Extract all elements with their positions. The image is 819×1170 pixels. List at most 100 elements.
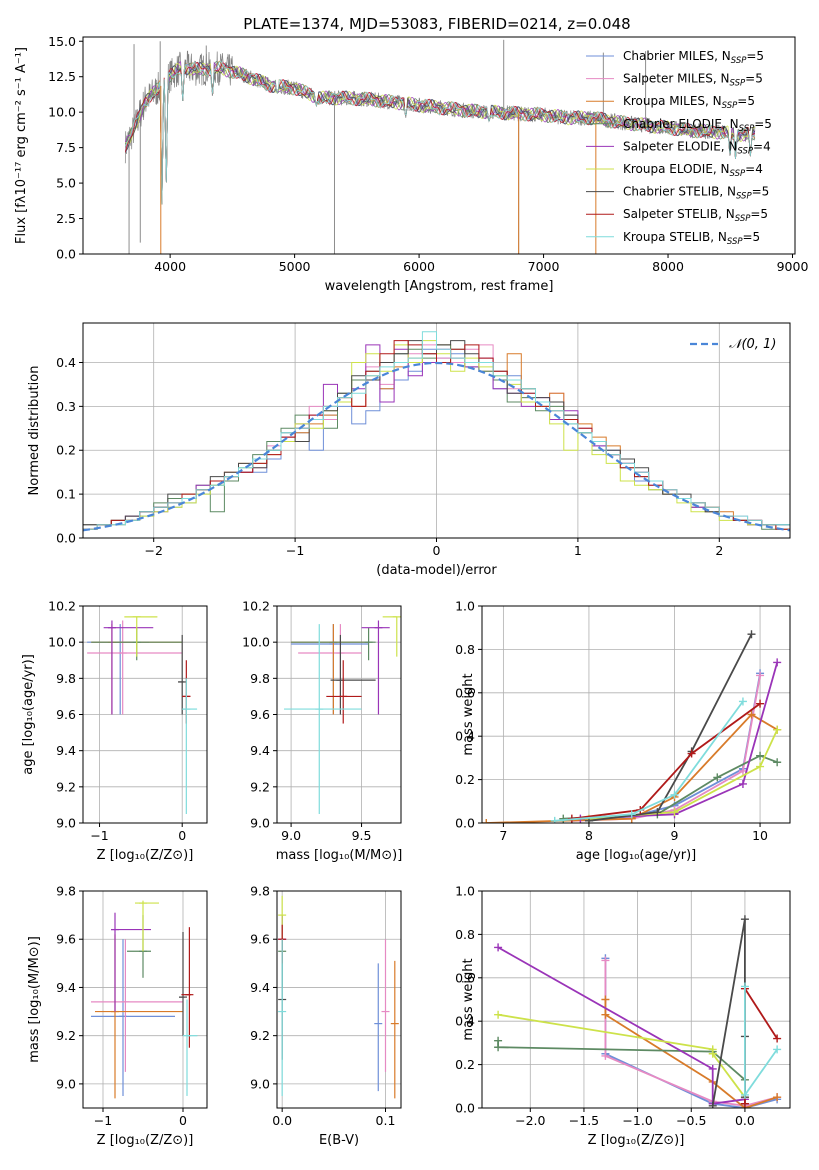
- legend-label-count: =5: [750, 207, 768, 221]
- model-spectrum-kroupa-miles: [124, 60, 756, 205]
- y-tick-label: 9.4: [56, 743, 76, 758]
- x-axis-label: Z [log₁₀(Z/Z⊙)]: [97, 848, 194, 863]
- y-tick-label: 0.2: [56, 443, 76, 458]
- legend-label-subscript: SSP: [736, 192, 752, 202]
- x-tick-label: −0.5: [676, 1113, 706, 1128]
- y-tick-label: 9.6: [56, 932, 76, 947]
- y-tick-label: 9.2: [56, 779, 76, 794]
- axes-frame: [481, 605, 791, 824]
- x-tick-label: 0.0: [735, 1113, 755, 1128]
- plot-area: [278, 895, 399, 1099]
- legend-label: Kroupa MILES, NSSP=5: [623, 94, 755, 111]
- y-tick-label: 9.8: [250, 884, 270, 899]
- mass-weight-marker: [773, 658, 782, 667]
- y-tick-label: 0.3: [56, 399, 76, 414]
- mass-weight-marker: [773, 1093, 782, 1102]
- legend-label-text: Salpeter MILES, N: [623, 72, 730, 86]
- model-spectrum-salpeter-stelib: [124, 61, 756, 205]
- mass-weight-marker: [601, 995, 610, 1004]
- gaussian-curve: [83, 361, 790, 532]
- y-axis-label: mass weight: [461, 673, 476, 755]
- legend-label-subscript: SSP: [737, 146, 753, 156]
- y-tick-label: 10.2: [48, 599, 76, 614]
- legend-label-count: =5: [752, 185, 770, 199]
- y-tick-label: 0.4: [455, 729, 475, 744]
- x-axis-label: (data-model)/error: [376, 563, 497, 578]
- legend-label-text: Salpeter ELODIE, N: [623, 139, 737, 153]
- legend-label: 𝒩(0, 1): [729, 337, 776, 352]
- y-tick-label: 2.5: [56, 211, 76, 226]
- x-tick-label: −2.0: [515, 1113, 545, 1128]
- x-tick-label: −1: [286, 543, 304, 558]
- mass-weight-marker: [756, 762, 765, 771]
- legend-label-count: =5: [754, 117, 772, 131]
- residual_hist-panel: −2 −1 0 1 2 0.0 0.1 0.2 0.3 0.4 (data-model)/error…: [27, 322, 791, 578]
- mass-weight-marker: [670, 790, 679, 799]
- mass-weight-marker: [740, 915, 749, 924]
- legend-label: Salpeter MILES, NSSP=5: [623, 72, 763, 89]
- mass-weight-marker: [747, 710, 756, 719]
- x-tick-label: 0: [178, 828, 186, 843]
- y-axis-label: mass weight: [461, 958, 476, 1040]
- y-tick-label: 9.2: [250, 779, 270, 794]
- legend-label-text: Salpeter STELIB, N: [623, 207, 735, 221]
- legend-label-subscript: SSP: [722, 101, 738, 111]
- mass-weight-marker: [708, 1064, 717, 1073]
- x-axis-label: age [log₁₀(age/yr)]: [576, 848, 697, 863]
- age_vs_Z-panel: −1 0 9.0 9.2 9.4 9.6 9.8 10.0 10.2 Z [log₁₀(Z/Z⊙)…: [21, 599, 208, 863]
- mass-weight-marker: [494, 1010, 503, 1019]
- model-spectrum-chabrier-stelib: [125, 62, 756, 205]
- y-tick-label: 9.4: [250, 980, 270, 995]
- x-tick-label: 10: [752, 828, 768, 843]
- mass-weight-line-kroupa-stelib: [554, 700, 744, 822]
- x-tick-label: 0.0: [272, 1113, 292, 1128]
- y-axis-label: age [log₁₀(age/yr)]: [21, 654, 36, 775]
- plot-area: [91, 900, 198, 1099]
- mass-weight-marker: [773, 758, 782, 767]
- x-tick-label: 7: [499, 828, 507, 843]
- y-tick-label: 0.0: [56, 247, 76, 262]
- mass-weight-marker: [653, 808, 662, 817]
- y-tick-label: 1.0: [455, 884, 475, 899]
- mass-weight-marker: [756, 751, 765, 760]
- y-tick-label: 1.0: [455, 599, 475, 614]
- axes: 0.0 0.1 9.0 9.2 9.4 9.6 9.8 E(B-V): [250, 884, 402, 1148]
- legend-label-count: =5: [745, 72, 763, 86]
- axes-frame: [82, 890, 208, 1109]
- y-tick-label: 0.0: [56, 531, 76, 546]
- plot-area: [284, 616, 401, 814]
- axes: −1 0 9.0 9.2 9.4 9.6 9.8 Z [log₁₀(Z/Z⊙)] mass [l…: [27, 884, 208, 1148]
- mass-weight-marker: [773, 1034, 782, 1043]
- massweight_vs_age-panel: 7 8 9 10 0.0 0.2 0.4 0.6 0.8 1.0 age [log₁₀(age/yr…: [455, 599, 791, 863]
- y-tick-label: 9.0: [56, 816, 76, 831]
- legend-label: Kroupa STELIB, NSSP=5: [623, 230, 760, 247]
- mass-weight-line-chabrier-stelib: [588, 633, 753, 822]
- legend-label-subscript: SSP: [730, 169, 746, 179]
- mass-weight-marker: [494, 943, 503, 952]
- legend-label: Salpeter STELIB, NSSP=5: [623, 207, 768, 224]
- spectrum-panel: 4000 5000 6000 7000 8000 9000 0.0 2.5 5.0 7.5 10.0…: [14, 34, 808, 294]
- x-tick-label: 0.1: [376, 1113, 396, 1128]
- y-tick-label: 0.2: [455, 772, 475, 787]
- mass-weight-marker: [740, 982, 749, 991]
- errorbar-salpeter-miles: [91, 939, 183, 1072]
- x-axis-label: wavelength [Angstrom, rest frame]: [325, 279, 554, 294]
- mass-weight-marker: [738, 779, 747, 788]
- legend-label: Kroupa ELODIE, NSSP=4: [623, 162, 763, 179]
- mass-weight-marker: [601, 1010, 610, 1019]
- y-tick-label: 0.4: [56, 355, 76, 370]
- x-tick-label: 8000: [652, 259, 684, 274]
- x-tick-label: −1.0: [622, 1113, 652, 1128]
- x-tick-label: 7000: [528, 259, 560, 274]
- errorbar-kroupa-elodie: [382, 616, 401, 657]
- plot-area: [83, 331, 790, 538]
- y-tick-label: 0.8: [455, 642, 475, 657]
- x-tick-label: 9: [671, 828, 679, 843]
- x-axis-label: E(B-V): [319, 1133, 359, 1148]
- errorbar-chabrier-elodie: [291, 627, 376, 661]
- x-tick-label: 5000: [279, 259, 311, 274]
- mass_vs_ebv-panel: 0.0 0.1 9.0 9.2 9.4 9.6 9.8 E(B-V): [250, 884, 402, 1148]
- errorbar-salpeter-miles: [381, 939, 390, 1072]
- legend-label-subscript: SSP: [739, 124, 755, 134]
